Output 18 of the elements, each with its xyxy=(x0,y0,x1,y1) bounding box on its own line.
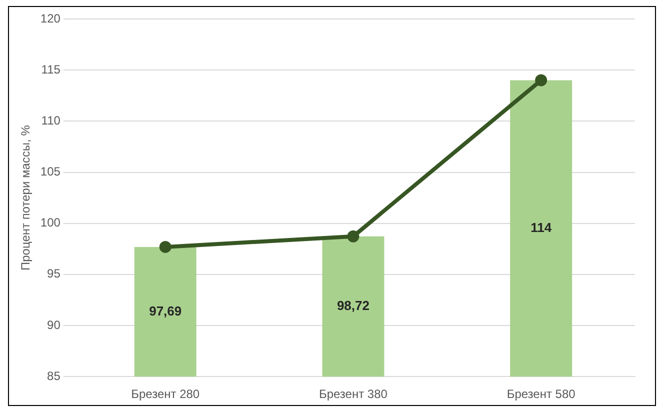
data-label: 97,69 xyxy=(149,303,182,318)
data-label: 98,72 xyxy=(336,298,370,314)
y-tick-label: 85 xyxy=(47,368,61,383)
y-tick-label: 120 xyxy=(40,11,61,26)
x-tick-label: Брезент 280 xyxy=(131,387,200,402)
y-tick-label: 115 xyxy=(41,62,61,76)
y-tick-label: 90 xyxy=(47,318,61,332)
y-axis-title: Процент потери массы, % xyxy=(18,124,33,270)
y-tick-label: 100 xyxy=(40,216,61,230)
y-tick-label: 105 xyxy=(40,164,61,179)
x-tick-label: Брезент 380 xyxy=(318,387,388,402)
point xyxy=(347,230,360,242)
point xyxy=(159,240,172,253)
point xyxy=(535,74,548,86)
y-tick-label: 110 xyxy=(41,113,61,128)
x-tick-label: Брезент 580 xyxy=(506,387,576,402)
y-tick-label: 95 xyxy=(47,266,61,281)
data-label: 114 xyxy=(530,220,552,236)
